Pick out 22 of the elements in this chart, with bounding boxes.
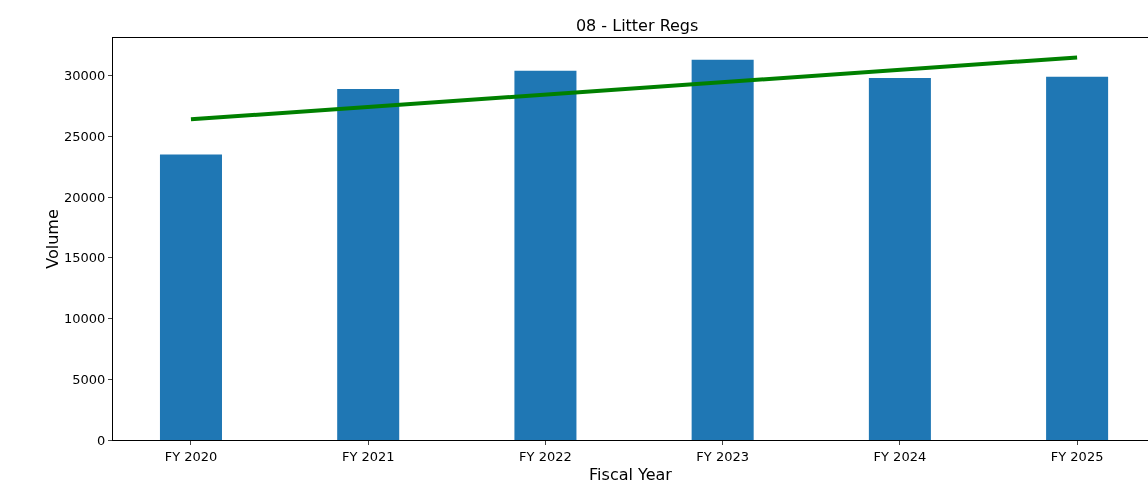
y-tick-label: 0 (97, 432, 106, 448)
x-tick-label: FY 2023 (696, 448, 749, 464)
bar (514, 70, 577, 440)
x-tick-label: FY 2020 (164, 448, 218, 464)
y-tick-label: 20000 (64, 189, 106, 205)
y-axis-title: Volume (43, 209, 63, 269)
y-tick-label: 10000 (64, 311, 106, 327)
y-tick-label: 5000 (72, 371, 106, 387)
x-tick-label: FY 2021 (341, 448, 395, 464)
bar (1046, 76, 1109, 440)
y-tick-label: 25000 (64, 128, 106, 144)
bar (691, 59, 754, 440)
bar (337, 89, 400, 440)
x-tick-label: FY 2022 (519, 448, 572, 464)
x-tick-label: FY 2024 (873, 448, 927, 464)
x-axis-title: Fiscal Year (589, 465, 673, 485)
x-tick-label: FY 2025 (1050, 448, 1104, 464)
bar (868, 78, 931, 440)
chart-title: 08 - Litter Regs (575, 16, 699, 36)
bar (159, 154, 222, 440)
y-tick-label: 15000 (64, 250, 106, 266)
y-tick-label: 30000 (64, 68, 106, 84)
